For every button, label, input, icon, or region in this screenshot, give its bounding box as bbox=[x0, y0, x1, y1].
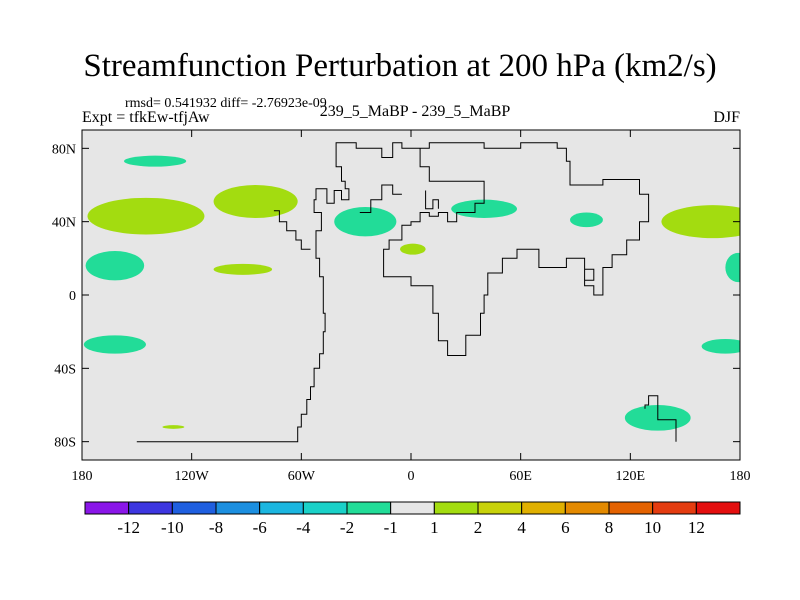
colorbar-label: 6 bbox=[561, 518, 570, 537]
anomaly-region bbox=[400, 243, 426, 255]
x-tick-label: 60W bbox=[288, 469, 316, 484]
colorbar-swatch bbox=[215, 501, 261, 515]
coastline bbox=[584, 268, 595, 281]
x-tick-label: 180 bbox=[730, 469, 751, 484]
colorbar-swatch bbox=[433, 501, 479, 515]
colorbar-label: -12 bbox=[117, 518, 140, 537]
season-label: DJF bbox=[713, 109, 740, 126]
colorbar-swatch bbox=[390, 501, 435, 515]
colorbar-label: 1 bbox=[430, 518, 439, 537]
colorbar-swatch bbox=[695, 501, 741, 515]
colorbar-swatch bbox=[346, 501, 392, 515]
coastline bbox=[425, 190, 439, 210]
colorbar-label: 12 bbox=[688, 518, 705, 537]
colorbar-label: -8 bbox=[209, 518, 223, 537]
map-axes: 180 120W 60W 0 60E 120E 180 80N 40N 0 40S 80S bbox=[52, 130, 751, 484]
anomaly-layer bbox=[83, 155, 740, 431]
coastline bbox=[136, 142, 650, 443]
colorbar-swatch bbox=[608, 501, 654, 515]
experiment-label: Expt = tfkEw-tfjAw bbox=[82, 109, 210, 126]
colorbar-swatch bbox=[171, 501, 217, 515]
coastline bbox=[273, 210, 311, 250]
anomaly-region bbox=[570, 212, 603, 228]
x-tick-label: 120W bbox=[175, 469, 210, 484]
colorbar-swatch bbox=[84, 501, 130, 515]
colorbar-label: -1 bbox=[384, 518, 398, 537]
anomaly-region bbox=[85, 250, 145, 281]
colorbar-swatch bbox=[521, 501, 566, 515]
coastline bbox=[359, 184, 402, 213]
anomaly-region bbox=[334, 207, 397, 237]
colorbar: -12 -10 -8 -6 -4 -2 -1 1 2 4 6 8 10 12 bbox=[84, 501, 741, 537]
colorbar-label: 8 bbox=[605, 518, 614, 537]
anomaly-region bbox=[124, 155, 187, 167]
anomaly-region bbox=[451, 199, 518, 218]
x-tick-label: 0 bbox=[408, 469, 415, 484]
anomaly-region bbox=[213, 185, 298, 218]
colorbar-swatch bbox=[128, 501, 173, 515]
colorbar-swatch bbox=[652, 501, 697, 515]
anomaly-region bbox=[701, 339, 740, 354]
colorbar-label: -2 bbox=[340, 518, 354, 537]
y-tick-label: 80S bbox=[54, 436, 76, 451]
y-tick-label: 40S bbox=[54, 362, 76, 377]
x-tick-label: 120E bbox=[616, 469, 646, 484]
anomaly-region bbox=[725, 252, 740, 283]
coastline-layer bbox=[136, 142, 677, 443]
y-tick-label: 0 bbox=[69, 289, 76, 304]
colorbar-label: -6 bbox=[253, 518, 267, 537]
colorbar-swatch bbox=[564, 501, 610, 515]
y-tick-label: 80N bbox=[52, 142, 76, 157]
anomaly-region bbox=[661, 205, 740, 239]
colorbar-swatch bbox=[302, 501, 348, 515]
anomaly-region bbox=[162, 425, 185, 429]
map-background bbox=[82, 130, 740, 460]
y-tick-label: 40N bbox=[52, 216, 76, 231]
x-tick-label: 180 bbox=[72, 469, 93, 484]
colorbar-label: 2 bbox=[474, 518, 483, 537]
x-tick-label: 60E bbox=[509, 469, 532, 484]
stats-label: rmsd= 0.541932 diff= -2.76923e-09 bbox=[125, 96, 327, 111]
page-title: Streamfunction Perturbation at 200 hPa (… bbox=[83, 48, 717, 84]
case-label: 239_5_MaBP - 239_5_MaBP bbox=[319, 103, 511, 120]
anomaly-region bbox=[83, 335, 146, 354]
colorbar-swatch bbox=[259, 501, 304, 515]
coastline bbox=[644, 395, 677, 442]
colorbar-label: -10 bbox=[161, 518, 184, 537]
anomaly-region bbox=[213, 263, 273, 275]
colorbar-label: 10 bbox=[644, 518, 661, 537]
colorbar-label: 4 bbox=[517, 518, 526, 537]
colorbar-swatch bbox=[477, 501, 523, 515]
anomaly-region bbox=[87, 197, 205, 235]
colorbar-label: -4 bbox=[296, 518, 311, 537]
